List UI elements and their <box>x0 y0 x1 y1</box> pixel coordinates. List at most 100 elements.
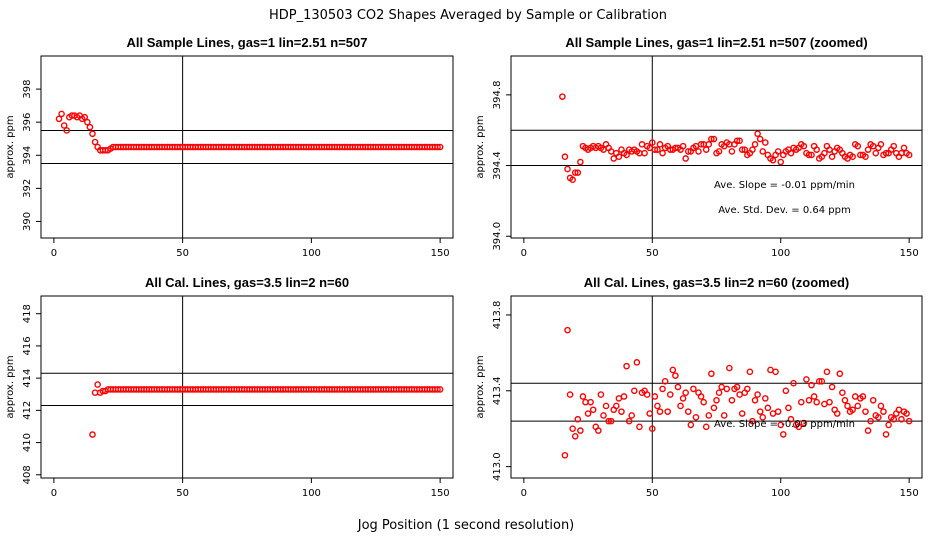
data-point <box>736 137 743 145</box>
y-tick-label: 416 <box>22 336 33 355</box>
data-point <box>718 383 725 391</box>
data-point <box>713 396 720 404</box>
y-tick-label: 394.0 <box>492 222 503 251</box>
data-series <box>55 110 444 154</box>
data-point <box>618 408 625 415</box>
data-point <box>436 143 444 151</box>
data-point <box>800 142 808 150</box>
data-point <box>684 148 692 155</box>
data-point <box>774 148 782 155</box>
data-point <box>659 385 666 393</box>
data-point <box>55 115 63 123</box>
data-point <box>800 419 808 427</box>
data-point <box>756 408 764 415</box>
data-point <box>564 326 571 334</box>
data-point <box>654 402 661 410</box>
data-point <box>81 113 89 121</box>
x-tick-label: 0 <box>521 488 527 499</box>
y-tick-label: 394.8 <box>492 81 503 110</box>
data-point <box>715 148 723 155</box>
data-point <box>890 415 898 423</box>
data-point <box>790 379 797 387</box>
y-tick-label: 394.4 <box>492 151 503 180</box>
data-point <box>708 135 715 143</box>
data-point <box>628 412 636 419</box>
data-point <box>754 391 761 398</box>
data-point <box>672 372 679 379</box>
data-point <box>749 146 756 153</box>
data-point <box>733 383 741 391</box>
y-tick-label: 394 <box>22 146 33 165</box>
data-point <box>862 153 869 161</box>
data-point <box>656 408 664 415</box>
data-series <box>561 326 913 459</box>
data-point <box>434 143 441 151</box>
data-point <box>690 385 697 393</box>
data-point <box>561 451 569 459</box>
data-point <box>818 378 826 385</box>
y-axis-label: approx. ppm <box>475 115 486 178</box>
data-point <box>720 412 728 419</box>
data-point <box>569 176 576 183</box>
data-point <box>890 142 898 150</box>
data-point <box>633 359 641 366</box>
data-point <box>746 368 754 376</box>
data-point <box>648 139 656 146</box>
x-tick-label: 0 <box>51 248 57 259</box>
x-tick-label: 50 <box>176 248 189 259</box>
chart-panel-1: All Sample Lines, gas=1 lin=2.51 n=507 0 5… <box>5 35 454 259</box>
data-point <box>692 414 700 421</box>
data-point <box>91 138 99 146</box>
y-tick-label: 392 <box>22 179 33 198</box>
data-point <box>736 391 743 398</box>
data-point <box>577 427 584 434</box>
data-point <box>762 139 769 146</box>
figure-x-axis-label: Jog Position (1 second resolution) <box>357 518 575 533</box>
data-point <box>577 158 584 166</box>
data-point <box>710 404 718 412</box>
data-point <box>697 393 705 400</box>
data-point <box>571 432 579 440</box>
data-point <box>436 386 444 393</box>
data-point <box>756 135 764 143</box>
data-point <box>751 141 759 148</box>
plot-frame <box>40 55 454 239</box>
x-tick-label: 100 <box>302 248 321 259</box>
data-point <box>762 395 769 402</box>
data-point <box>872 149 880 157</box>
data-point <box>571 169 579 176</box>
data-point <box>797 398 805 406</box>
data-point <box>664 408 671 415</box>
x-tick-label: 150 <box>431 248 450 259</box>
data-point <box>777 158 785 166</box>
data-point <box>805 151 813 159</box>
chart-panel-3: All Cal. Lines, gas=3.5 lin=2 n=60 0 50 100… <box>5 275 454 499</box>
data-point <box>623 151 630 159</box>
data-point <box>859 393 867 400</box>
data-point <box>805 396 813 404</box>
data-point <box>84 118 91 126</box>
data-point <box>708 370 715 378</box>
data-point <box>646 410 654 417</box>
data-point <box>638 141 646 148</box>
data-point <box>795 423 803 431</box>
data-point <box>823 368 831 376</box>
plot-frame <box>40 295 454 479</box>
data-point <box>844 402 851 410</box>
data-point <box>826 398 833 406</box>
data-point <box>785 404 792 412</box>
panel-title: All Cal. Lines, gas=3.5 lin=2 n=60 (zoom… <box>584 275 850 290</box>
data-point <box>787 149 795 157</box>
data-point <box>89 431 96 438</box>
data-point <box>679 395 687 402</box>
data-point <box>682 155 689 162</box>
data-point <box>833 410 841 417</box>
y-tick-label: 413.0 <box>492 452 503 481</box>
data-point <box>587 398 594 406</box>
data-point <box>684 408 692 415</box>
data-point <box>898 415 905 423</box>
data-point <box>641 149 648 157</box>
data-point <box>767 366 774 374</box>
data-point <box>91 389 99 396</box>
x-tick-label: 50 <box>646 488 659 499</box>
